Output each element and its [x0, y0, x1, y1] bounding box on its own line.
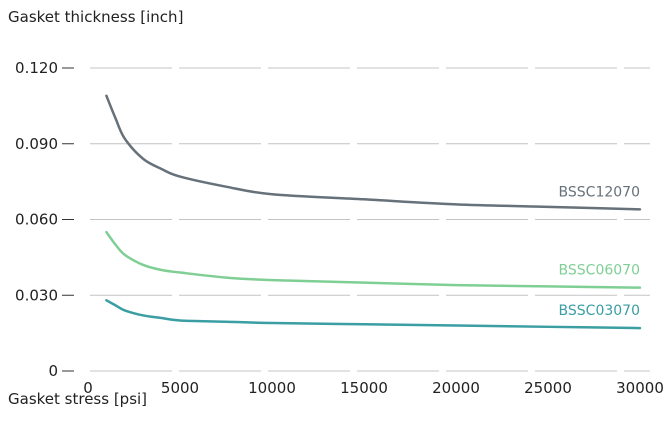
x-tick-label: 5000: [161, 379, 199, 397]
y-axis-label: Gasket thickness [inch]: [8, 8, 184, 26]
series-label: BSSC12070: [559, 184, 640, 200]
y-tick-label: 0: [48, 362, 58, 380]
x-tick-label: 25000: [524, 379, 572, 397]
x-tick-label: 10000: [248, 379, 296, 397]
series-line: [105, 299, 642, 330]
y-tick-label: 0.090: [15, 135, 58, 153]
x-tick-label: 30000: [616, 379, 664, 397]
x-tick-label: 20000: [432, 379, 480, 397]
series-label: BSSC03070: [559, 303, 640, 319]
y-tick-label: 0.120: [15, 59, 58, 77]
x-axis-label: Gasket stress [psi]: [8, 390, 148, 408]
y-tick-label: 0.030: [15, 286, 58, 304]
series-line: [105, 94, 642, 211]
y-tick-label: 0.060: [15, 211, 58, 229]
series-label: BSSC06070: [559, 263, 640, 279]
series-line: [105, 230, 642, 289]
x-tick-label: 15000: [340, 379, 388, 397]
x-tick-label: 0: [83, 379, 93, 397]
